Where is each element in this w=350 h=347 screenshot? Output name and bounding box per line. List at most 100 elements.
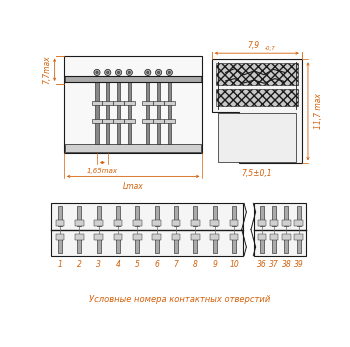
Bar <box>113 101 124 105</box>
Bar <box>102 101 113 105</box>
Circle shape <box>155 69 162 76</box>
Circle shape <box>126 69 132 76</box>
Bar <box>294 234 303 239</box>
Bar <box>56 234 64 239</box>
Bar <box>285 206 288 226</box>
Bar <box>260 234 264 253</box>
Bar <box>174 206 178 226</box>
Bar <box>260 206 264 226</box>
Text: -0,7: -0,7 <box>265 46 275 51</box>
Bar <box>146 83 149 150</box>
Bar <box>58 206 62 226</box>
Text: Lmax: Lmax <box>123 182 144 191</box>
Text: 10: 10 <box>229 260 239 269</box>
Bar <box>232 206 236 226</box>
Bar <box>75 234 84 239</box>
Text: 36: 36 <box>257 260 267 269</box>
Bar <box>157 83 160 150</box>
Bar <box>133 234 142 239</box>
Circle shape <box>105 69 111 76</box>
Circle shape <box>145 69 151 76</box>
Text: 9: 9 <box>212 260 217 269</box>
Bar <box>56 220 64 226</box>
Bar <box>232 234 236 253</box>
Bar <box>174 234 178 253</box>
Bar <box>77 206 81 226</box>
Text: 5: 5 <box>135 260 140 269</box>
Text: 1: 1 <box>58 260 62 269</box>
Bar <box>210 234 219 239</box>
Bar <box>294 220 303 226</box>
Bar <box>117 83 120 150</box>
Bar <box>114 234 122 239</box>
Bar <box>116 234 120 253</box>
Circle shape <box>96 71 98 74</box>
Text: 7: 7 <box>174 260 178 269</box>
Circle shape <box>116 69 122 76</box>
Polygon shape <box>212 59 302 163</box>
Bar <box>75 220 84 226</box>
Bar <box>164 101 175 105</box>
Text: 37: 37 <box>269 260 279 269</box>
Bar <box>94 220 103 226</box>
Bar <box>172 234 180 239</box>
Bar <box>51 203 243 256</box>
Bar <box>258 234 266 239</box>
Bar <box>210 220 219 226</box>
Bar <box>155 206 159 226</box>
Bar <box>64 56 202 153</box>
Bar <box>216 88 298 105</box>
Bar <box>94 234 103 239</box>
Bar <box>172 220 180 226</box>
Text: 11,7 max: 11,7 max <box>314 93 323 129</box>
Bar <box>282 220 290 226</box>
Circle shape <box>166 69 173 76</box>
Bar <box>164 119 175 123</box>
Circle shape <box>94 69 100 76</box>
Bar <box>194 234 197 253</box>
Bar <box>92 101 102 105</box>
Text: 2: 2 <box>77 260 82 269</box>
Bar <box>114 220 122 226</box>
Bar <box>116 206 120 226</box>
Bar <box>97 206 100 226</box>
Bar <box>270 234 278 239</box>
Text: 39: 39 <box>294 260 303 269</box>
Bar <box>213 234 217 253</box>
Bar <box>272 206 276 226</box>
Bar <box>124 101 135 105</box>
Bar <box>218 113 296 162</box>
Bar <box>230 234 238 239</box>
Bar <box>106 83 109 150</box>
Bar <box>194 206 197 226</box>
Text: 6: 6 <box>154 260 159 269</box>
Bar <box>135 206 139 226</box>
Text: 8: 8 <box>193 260 198 269</box>
Bar <box>153 234 161 239</box>
Bar <box>65 144 201 152</box>
Bar <box>282 234 290 239</box>
Bar <box>258 220 266 226</box>
Bar <box>213 206 217 226</box>
Text: 7,5±0,1: 7,5±0,1 <box>241 169 272 178</box>
Bar <box>168 83 171 150</box>
Circle shape <box>128 71 131 74</box>
Bar <box>270 220 278 226</box>
Text: 38: 38 <box>281 260 291 269</box>
Bar <box>128 83 131 150</box>
Bar <box>155 234 159 253</box>
Text: 3: 3 <box>96 260 101 269</box>
Bar <box>97 234 100 253</box>
Bar <box>65 76 201 83</box>
Bar <box>135 234 139 253</box>
Bar <box>285 234 288 253</box>
Bar <box>297 234 301 253</box>
Circle shape <box>107 71 109 74</box>
Text: 7,9: 7,9 <box>247 41 259 50</box>
Bar <box>254 203 307 256</box>
Bar <box>297 206 301 226</box>
Bar <box>142 119 153 123</box>
Circle shape <box>147 71 149 74</box>
Circle shape <box>117 71 120 74</box>
Bar <box>124 119 135 123</box>
